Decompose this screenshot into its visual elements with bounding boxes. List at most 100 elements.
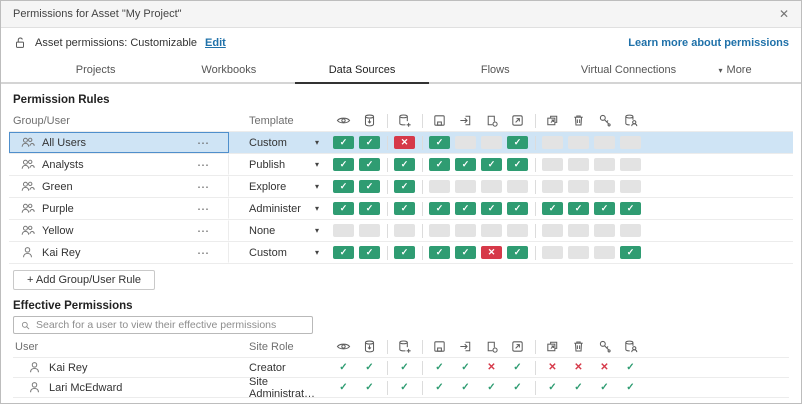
capability-cell-none[interactable]	[620, 158, 641, 171]
capability-cell-allow[interactable]: ✓	[455, 202, 476, 215]
capability-cell-allow[interactable]: ✓	[333, 246, 354, 259]
tab-flows[interactable]: Flows	[429, 58, 562, 82]
capability-cell-allow[interactable]: ✓	[394, 158, 415, 171]
permission-rule-row[interactable]: Yellow ⋯ None ▾	[9, 220, 793, 242]
row-actions-button[interactable]: ⋯	[197, 202, 210, 216]
capability-cell-none[interactable]	[594, 158, 615, 171]
row-actions-button[interactable]: ⋯	[197, 136, 210, 150]
tab-data-sources[interactable]: Data Sources	[295, 58, 428, 84]
capability-cell-allow[interactable]: ✓	[620, 202, 641, 215]
capability-cell-deny[interactable]: ✕	[394, 136, 415, 149]
tab-projects[interactable]: Projects	[29, 58, 162, 82]
template-dropdown[interactable]: Administer ▾	[229, 198, 333, 219]
capability-cell-allow[interactable]: ✓	[455, 246, 476, 259]
capability-cell-none[interactable]	[620, 224, 641, 237]
permission-rule-row[interactable]: All Users ⋯ Custom ▾ ✓ ✓ ✕ ✓ ✓	[9, 132, 793, 154]
row-actions-button[interactable]: ⋯	[197, 158, 210, 172]
edit-link[interactable]: Edit	[205, 37, 226, 49]
group-user-cell[interactable]: Purple ⋯	[9, 198, 229, 219]
template-dropdown[interactable]: None ▾	[229, 220, 333, 241]
capability-cell-allow[interactable]: ✓	[594, 202, 615, 215]
add-group-user-rule-button[interactable]: + Add Group/User Rule	[13, 270, 155, 290]
capability-cell-none[interactable]	[429, 224, 450, 237]
capability-cell-none[interactable]	[620, 136, 641, 149]
capability-cell-allow[interactable]: ✓	[394, 180, 415, 193]
capability-cell-allow[interactable]: ✓	[359, 180, 380, 193]
capability-cell-allow[interactable]: ✓	[429, 202, 450, 215]
capability-cell-allow[interactable]: ✓	[507, 136, 528, 149]
capability-cell-none[interactable]	[542, 136, 563, 149]
capability-cell-allow[interactable]: ✓	[394, 246, 415, 259]
capability-cell-none[interactable]	[507, 224, 528, 237]
row-actions-button[interactable]: ⋯	[197, 246, 210, 260]
capability-cell-none[interactable]	[568, 158, 589, 171]
capability-cell-none[interactable]	[455, 180, 476, 193]
capability-cell-none[interactable]	[429, 180, 450, 193]
capability-cell-none[interactable]	[568, 224, 589, 237]
template-dropdown[interactable]: Custom ▾	[229, 242, 333, 263]
permission-rule-row[interactable]: Green ⋯ Explore ▾ ✓ ✓ ✓	[9, 176, 793, 198]
group-user-cell[interactable]: Kai Rey ⋯	[9, 242, 229, 263]
capability-cell-allow[interactable]: ✓	[542, 202, 563, 215]
search-input[interactable]	[36, 319, 306, 331]
capability-cell-allow[interactable]: ✓	[620, 246, 641, 259]
capability-cell-allow[interactable]: ✓	[359, 246, 380, 259]
capability-cell-none[interactable]	[568, 180, 589, 193]
capability-cell-allow[interactable]: ✓	[429, 136, 450, 149]
template-dropdown[interactable]: Publish ▾	[229, 154, 333, 175]
group-user-cell[interactable]: All Users ⋯	[9, 132, 229, 153]
capability-cell-allow[interactable]: ✓	[507, 202, 528, 215]
capability-cell-allow[interactable]: ✓	[333, 202, 354, 215]
capability-cell-deny[interactable]: ✕	[481, 246, 502, 259]
learn-more-link[interactable]: Learn more about permissions	[628, 37, 789, 49]
capability-cell-allow[interactable]: ✓	[429, 246, 450, 259]
capability-cell-allow[interactable]: ✓	[359, 158, 380, 171]
permission-rule-row[interactable]: Kai Rey ⋯ Custom ▾ ✓ ✓ ✓ ✓ ✓ ✕ ✓ ✓	[9, 242, 793, 264]
close-icon[interactable]: ✕	[779, 7, 789, 21]
capability-cell-allow[interactable]: ✓	[333, 136, 354, 149]
capability-cell-none[interactable]	[594, 224, 615, 237]
capability-cell-allow[interactable]: ✓	[333, 158, 354, 171]
capability-cell-allow[interactable]: ✓	[481, 202, 502, 215]
template-dropdown[interactable]: Custom ▾	[229, 132, 333, 153]
capability-cell-none[interactable]	[542, 158, 563, 171]
capability-cell-none[interactable]	[620, 180, 641, 193]
capability-cell-none[interactable]	[568, 246, 589, 259]
capability-cell-none[interactable]	[359, 224, 380, 237]
template-dropdown[interactable]: Explore ▾	[229, 176, 333, 197]
capability-cell-allow[interactable]: ✓	[507, 246, 528, 259]
tab-virtual-connections[interactable]: Virtual Connections	[562, 58, 695, 82]
capability-cell-allow[interactable]: ✓	[394, 202, 415, 215]
capability-cell-none[interactable]	[542, 180, 563, 193]
permission-rule-row[interactable]: Analysts ⋯ Publish ▾ ✓ ✓ ✓ ✓ ✓ ✓ ✓	[9, 154, 793, 176]
capability-cell-none[interactable]	[455, 224, 476, 237]
row-actions-button[interactable]: ⋯	[197, 180, 210, 194]
capability-cell-allow[interactable]: ✓	[455, 158, 476, 171]
capability-cell-none[interactable]	[542, 224, 563, 237]
group-user-cell[interactable]: Yellow ⋯	[9, 220, 229, 241]
capability-cell-none[interactable]	[594, 246, 615, 259]
capability-cell-none[interactable]	[481, 224, 502, 237]
capability-cell-allow[interactable]: ✓	[568, 202, 589, 215]
capability-cell-none[interactable]	[481, 136, 502, 149]
capability-cell-none[interactable]	[507, 180, 528, 193]
capability-cell-allow[interactable]: ✓	[429, 158, 450, 171]
group-user-cell[interactable]: Analysts ⋯	[9, 154, 229, 175]
capability-cell-none[interactable]	[594, 180, 615, 193]
capability-cell-none[interactable]	[594, 136, 615, 149]
capability-cell-allow[interactable]: ✓	[507, 158, 528, 171]
capability-cell-allow[interactable]: ✓	[359, 202, 380, 215]
group-user-cell[interactable]: Green ⋯	[9, 176, 229, 197]
capability-cell-allow[interactable]: ✓	[333, 180, 354, 193]
capability-cell-allow[interactable]: ✓	[481, 158, 502, 171]
tab-more[interactable]: ▾ More	[695, 58, 775, 82]
capability-cell-none[interactable]	[568, 136, 589, 149]
permission-rule-row[interactable]: Purple ⋯ Administer ▾ ✓ ✓ ✓ ✓ ✓ ✓ ✓ ✓ ✓ ✓ ✓	[9, 198, 793, 220]
capability-cell-allow[interactable]: ✓	[359, 136, 380, 149]
capability-cell-none[interactable]	[481, 180, 502, 193]
capability-cell-none[interactable]	[542, 246, 563, 259]
capability-cell-none[interactable]	[455, 136, 476, 149]
tab-workbooks[interactable]: Workbooks	[162, 58, 295, 82]
row-actions-button[interactable]: ⋯	[197, 224, 210, 238]
capability-cell-none[interactable]	[394, 224, 415, 237]
